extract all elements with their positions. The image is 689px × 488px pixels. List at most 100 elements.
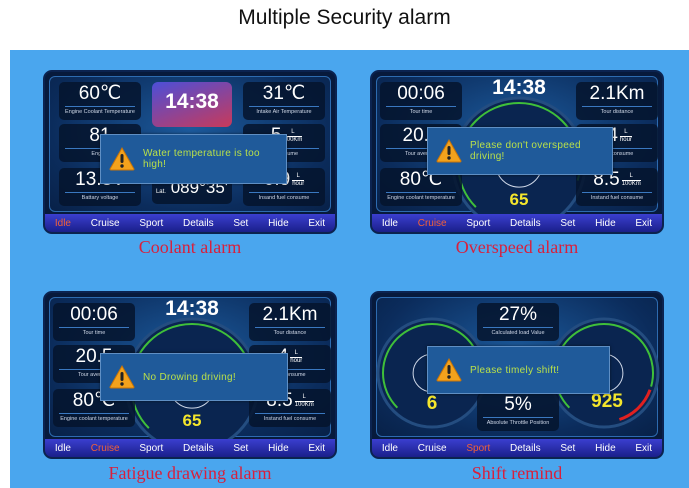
speed-readout: 65 (182, 411, 202, 430)
unit-bottom: hour (619, 136, 632, 143)
rpm-readout: 925 (591, 391, 623, 412)
tile-label: Tour average (386, 148, 456, 157)
menu-item-cruise[interactable]: Cruise (90, 217, 120, 229)
menu-item-hide[interactable]: Hide (268, 217, 289, 229)
unit-top: L (619, 129, 632, 137)
tile-label: Tour average (59, 369, 129, 378)
menu-bar: Idle Cruise Sport Details Set Hide Exit (45, 214, 335, 232)
dashboard-panel: 27% Calculated load Value 5% Absolute Throt… (370, 291, 664, 459)
warning-icon (109, 364, 135, 389)
menu-item-exit[interactable]: Exit (308, 442, 326, 454)
info-tile: 2.1Km Tour distance (576, 82, 658, 120)
unit-top: L (292, 173, 305, 181)
tile-label: Engine coolant temperature (386, 192, 456, 201)
info-tile: 31℃ Intake Air Temperature (243, 82, 325, 120)
menu-item-idle[interactable]: Idle (381, 442, 398, 454)
dashboard-panel: 00:06 Tour time 20.5 Tour average 80℃ Engine … (43, 291, 337, 459)
alert-dialog: Please timely shift! (427, 346, 610, 394)
unit-top: L (294, 394, 314, 402)
unit-bottom: 100Km (294, 401, 314, 408)
gear-readout: 6 (426, 393, 438, 414)
tile-label: Engine coolant temperature (59, 413, 129, 422)
clock-box (152, 82, 232, 127)
alert-message: Please timely shift! (470, 364, 560, 376)
info-tile: 00:06 Tour time (53, 303, 135, 341)
menu-item-sport[interactable]: Sport (466, 217, 491, 229)
menu-item-cruise[interactable]: Cruise (90, 442, 120, 454)
tile-label: Tour distance (582, 106, 652, 115)
menu-item-hide[interactable]: Hide (595, 442, 616, 454)
unit-fraction: L 100Km (294, 394, 314, 409)
menu-item-set[interactable]: Set (233, 442, 249, 454)
tile-value: 60℃ (78, 83, 122, 104)
menu-item-exit[interactable]: Exit (635, 217, 653, 229)
menu-item-exit[interactable]: Exit (308, 217, 326, 229)
tile-label: Tour distance (255, 327, 325, 336)
unit-bottom: 100Km (621, 180, 641, 187)
lat-prefix: Lat. (155, 189, 166, 195)
tile-label: Intake Air Temperature (249, 106, 319, 115)
tile-value: 5% (504, 394, 532, 415)
unit-bottom: hour (290, 357, 303, 364)
unit-top: L (621, 173, 641, 181)
panel-caption: Shift remind (471, 463, 563, 483)
tile-label: Instand fuel consume (582, 192, 652, 201)
tile-value: 00:06 (70, 304, 118, 325)
tile-label: Battary voltage (65, 192, 135, 201)
warning-icon (109, 146, 135, 171)
tile-value: 27% (498, 304, 538, 325)
tile-label: uel consume (255, 369, 325, 378)
clock: 14:38 (492, 76, 546, 99)
menu-item-set[interactable]: Set (560, 217, 576, 229)
menu-bar: Idle Cruise Sport Details Set Hide Exit (372, 214, 662, 232)
menu-item-sport[interactable]: Sport (139, 442, 164, 454)
menu-item-sport[interactable]: Sport (139, 217, 164, 229)
menu-item-set[interactable]: Set (560, 442, 576, 454)
info-tile: 00:06 Tour time (380, 82, 462, 120)
menu-item-hide[interactable]: Hide (595, 217, 616, 229)
tile-label: Insand fuel consume (249, 192, 319, 201)
speed-readout: 65 (509, 190, 529, 209)
tile-label: Calculated load Value (483, 327, 553, 336)
menu-item-details[interactable]: Details (183, 217, 214, 229)
menu-item-sport[interactable]: Sport (466, 442, 491, 454)
menu-item-hide[interactable]: Hide (268, 442, 289, 454)
tile-label: Tour time (59, 327, 129, 336)
menu-item-idle[interactable]: Idle (54, 217, 71, 229)
info-tile: 27% Calculated load Value (477, 303, 559, 341)
menu-item-cruise[interactable]: Cruise (417, 217, 447, 229)
tile-label: Instand fuel consume (255, 413, 325, 422)
menu-bar: Idle Cruise Sport Details Set Hide Exit (372, 439, 662, 457)
tile-value: 00:06 (397, 83, 445, 104)
warning-icon (436, 138, 462, 163)
clock: 14:38 (165, 90, 219, 113)
info-tile: 5% Absolute Throttle Position (477, 393, 559, 431)
menu-item-idle[interactable]: Idle (54, 442, 71, 454)
menu-item-details[interactable]: Details (510, 217, 541, 229)
alert-dialog: Please don't overspeed driving! (427, 127, 613, 175)
dashboard-panel: 00:06 Tour time 20.5 Tour average 80℃ Engine … (370, 70, 664, 234)
menu-item-set[interactable]: Set (233, 217, 249, 229)
menu-item-exit[interactable]: Exit (635, 442, 653, 454)
unit-top: L (290, 350, 303, 358)
panel-caption: Coolant alarm (138, 237, 242, 257)
menu-item-details[interactable]: Details (510, 442, 541, 454)
tile-label: fuel consume (582, 148, 652, 157)
alert-message: Please don't overspeed driving! (470, 140, 581, 162)
alert-dialog: Water temperature is too high! (100, 134, 287, 184)
info-tile: 2.1Km Tour distance (249, 303, 331, 341)
menu-item-cruise[interactable]: Cruise (417, 442, 447, 454)
menu-item-idle[interactable]: Idle (381, 217, 398, 229)
tile-value: 31℃ (262, 83, 306, 104)
menu-item-details[interactable]: Details (183, 442, 214, 454)
unit-top: L (283, 129, 303, 137)
info-tile: 60℃ Engine Coolant Temperature (59, 82, 141, 120)
unit-bottom: 100Km (283, 136, 303, 143)
clock: 14:38 (165, 297, 219, 320)
tile-label: Engine Coolant Temperature (65, 106, 135, 115)
tile-value: 2.1Km (589, 83, 645, 104)
